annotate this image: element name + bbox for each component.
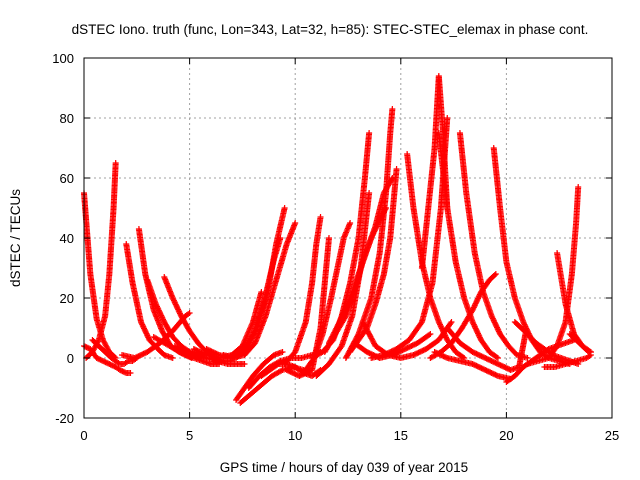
y-tick-label: 40: [60, 231, 74, 246]
x-axis-label: GPS time / hours of day 039 of year 2015: [220, 460, 468, 475]
data-point: [366, 130, 373, 136]
data-point: [492, 271, 499, 277]
data-point-dense: [327, 337, 334, 344]
data-point: [279, 349, 286, 355]
data-point: [448, 319, 455, 325]
series-2: [83, 160, 119, 361]
plot-frame: [83, 57, 613, 419]
data-point: [366, 190, 373, 196]
series-1: [81, 343, 134, 376]
data-point-dense: [330, 330, 337, 337]
data-point-dense: [426, 331, 433, 338]
y-tick-label: 60: [60, 171, 74, 186]
series-31: [404, 151, 468, 361]
data-point-dense: [331, 329, 338, 336]
x-tick-label: 25: [605, 428, 619, 443]
data-point-dense: [181, 348, 188, 355]
data-point-dense: [278, 367, 285, 374]
series-32: [418, 73, 451, 271]
data-point: [281, 205, 288, 211]
data-point-dense: [584, 348, 591, 354]
series-37: [444, 325, 529, 373]
data-point-dense: [332, 326, 339, 333]
x-tick-label: 5: [186, 428, 193, 443]
data-series-group: [81, 73, 594, 406]
data-point-dense: [447, 320, 454, 327]
series-41: [524, 184, 582, 367]
data-point: [241, 361, 248, 367]
data-point: [292, 220, 299, 226]
series-0: [81, 190, 119, 361]
x-tick-label: 10: [288, 428, 302, 443]
data-point: [444, 115, 451, 121]
data-point-dense: [327, 336, 334, 343]
y-axis-label: dSTEC / TECUs: [8, 189, 23, 287]
series-10: [171, 343, 248, 367]
series-29: [359, 319, 455, 361]
data-point: [186, 310, 193, 316]
data-point-dense: [493, 354, 500, 361]
data-point-dense: [328, 334, 335, 341]
y-tick-label: 100: [52, 51, 74, 66]
data-point-dense: [331, 328, 338, 335]
y-tick-label: 80: [60, 111, 74, 126]
series-3: [89, 337, 140, 367]
series-19: [281, 214, 324, 367]
data-point: [494, 355, 501, 361]
series-20: [283, 235, 332, 379]
x-axis: 0 5 10 15 20 25: [80, 58, 619, 443]
data-point: [427, 331, 434, 337]
y-tick-label: -20: [55, 411, 74, 426]
data-point-dense: [274, 361, 281, 368]
series-40: [511, 319, 582, 367]
series-4: [123, 241, 176, 361]
data-point: [575, 184, 582, 190]
data-point-dense: [333, 324, 340, 331]
series-43: [541, 352, 594, 370]
data-point-dense: [326, 338, 333, 345]
y-tick-label: 0: [67, 351, 74, 366]
grid-lines: [84, 58, 612, 418]
x-tick-label: 20: [499, 428, 513, 443]
series-36: [431, 349, 514, 382]
x-tick-label: 0: [80, 428, 87, 443]
data-point: [169, 355, 176, 361]
data-point: [112, 160, 119, 166]
data-point: [389, 106, 396, 112]
data-point-dense: [333, 325, 340, 332]
data-point-dense: [246, 339, 253, 346]
data-point-dense: [334, 322, 341, 329]
series-15: [233, 349, 286, 403]
data-point: [524, 355, 531, 361]
data-point-dense: [335, 321, 342, 328]
x-tick-label: 15: [394, 428, 408, 443]
data-point-dense: [491, 272, 498, 278]
data-point: [393, 166, 400, 172]
data-point: [587, 349, 594, 355]
series-14: [228, 220, 299, 361]
series-26: [342, 106, 396, 361]
data-point-dense: [335, 320, 342, 327]
chart-title: dSTEC Iono. truth (func, Lon=343, Lat=32…: [72, 22, 589, 37]
series-44: [566, 331, 594, 355]
data-point: [325, 235, 332, 241]
data-point: [127, 370, 134, 376]
data-point: [347, 220, 354, 226]
data-point: [317, 214, 324, 220]
data-point-dense: [247, 338, 254, 345]
data-point-dense: [329, 332, 336, 339]
y-axis: -20 0 20 40 60 80 100: [52, 51, 612, 426]
data-point: [325, 340, 332, 346]
y-tick-label: 20: [60, 291, 74, 306]
data-point-dense: [329, 333, 336, 340]
